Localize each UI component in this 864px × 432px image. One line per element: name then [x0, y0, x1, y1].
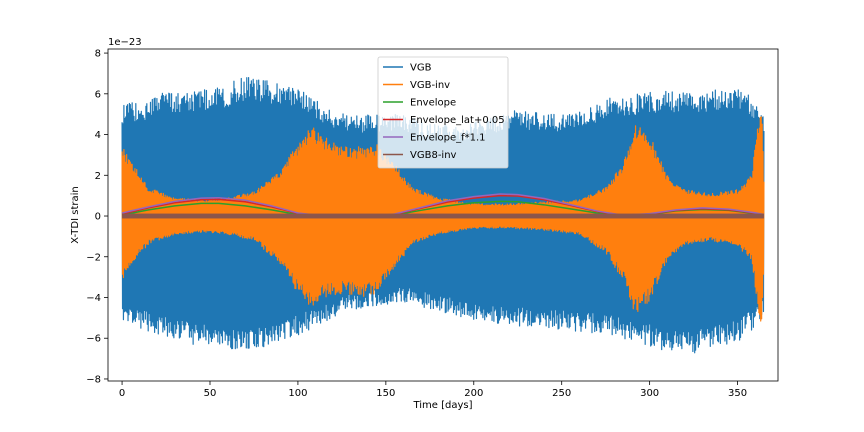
x-tick-label: 200 — [464, 388, 483, 399]
y-tick-label: 4 — [95, 130, 101, 141]
legend-entry-label: Envelope — [410, 98, 456, 109]
legend-entry-label: Envelope_lat+0.05 — [410, 115, 505, 126]
x-tick-label: 300 — [640, 388, 659, 399]
legend-entry-label: Envelope_f*1.1 — [410, 133, 486, 144]
x-axis-label: Time [days] — [412, 400, 472, 411]
y-tick-label: 2 — [95, 171, 101, 182]
y-tick-label: 0 — [95, 212, 101, 223]
legend-entry-label: VGB8-inv — [410, 150, 457, 161]
y-tick-label: −8 — [86, 374, 101, 385]
y-tick-label: −2 — [86, 252, 101, 263]
y-tick-label: −4 — [86, 293, 101, 304]
x-tick-label: 100 — [288, 388, 307, 399]
y-tick-label: 8 — [95, 49, 101, 60]
plot-frame — [107, 48, 779, 382]
x-tick-label: 250 — [552, 388, 571, 399]
series-vgb8-inv-band — [122, 213, 764, 219]
y-offset-label: 1e−23 — [108, 37, 142, 48]
y-tick-label: −6 — [86, 334, 101, 345]
x-tick-label: 0 — [119, 388, 125, 399]
x-tick-label: 50 — [204, 388, 217, 399]
x-tick-label: 350 — [728, 388, 747, 399]
legend-entry-label: VGB — [410, 63, 432, 74]
legend-entry-label: VGB-inv — [410, 80, 450, 91]
y-tick-label: 6 — [95, 89, 101, 100]
series-envelope-f-1-1-line — [121, 193, 765, 217]
y-axis-label: X-TDI strain — [70, 186, 81, 243]
legend-box — [377, 56, 509, 169]
x-tick-label: 150 — [376, 388, 395, 399]
